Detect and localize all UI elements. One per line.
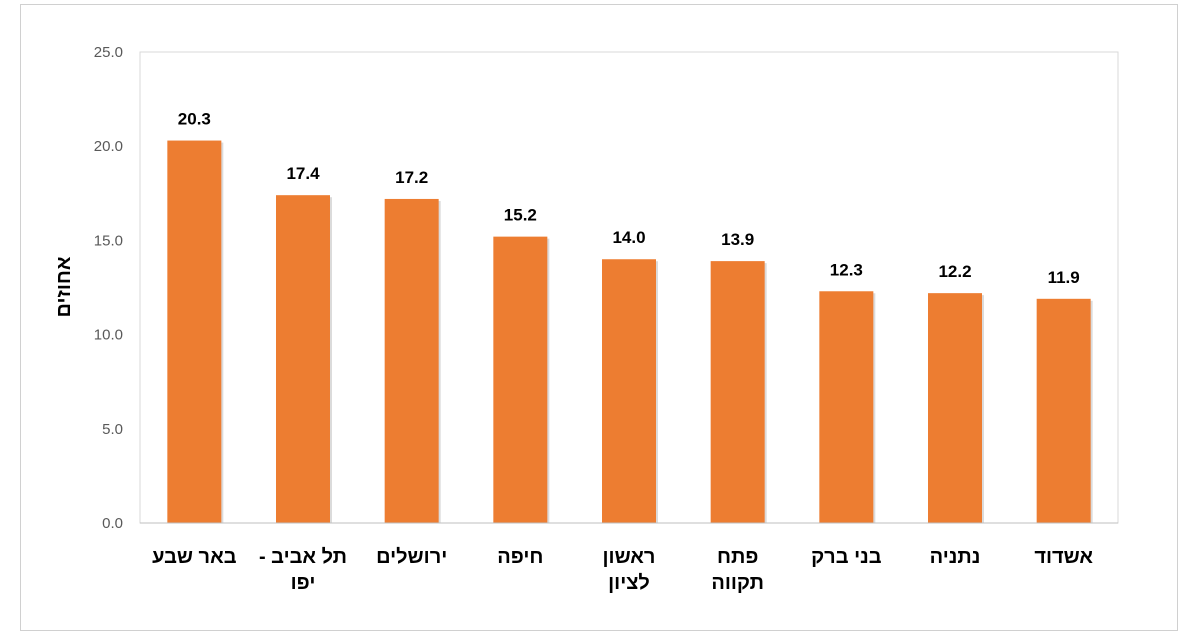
y-tick-label: 25.0	[94, 44, 123, 61]
bar	[602, 259, 656, 523]
data-label: 15.2	[504, 206, 537, 225]
category-label: תל אביב -	[259, 546, 347, 568]
category-label: אשדוד	[1034, 546, 1093, 568]
category-label: פתח	[717, 546, 758, 568]
bar	[167, 140, 222, 523]
y-tick-label: 5.0	[102, 421, 123, 438]
y-tick-label: 10.0	[94, 327, 123, 344]
bar	[276, 195, 330, 523]
bar	[819, 291, 874, 523]
y-tick-label: 15.0	[94, 232, 123, 249]
category-label: באר שבע	[152, 546, 237, 568]
data-label: 13.9	[721, 230, 754, 249]
y-tick-label: 0.0	[102, 515, 123, 532]
category-label: יפו	[291, 572, 316, 594]
data-label: 12.2	[938, 262, 971, 281]
category-label: נתניה	[930, 546, 981, 568]
data-label: 14.0	[612, 228, 645, 247]
category-label: לציון	[608, 572, 650, 594]
bar	[493, 236, 548, 523]
bar	[928, 293, 982, 523]
data-label: 12.3	[830, 260, 863, 279]
bar	[1036, 298, 1091, 523]
category-label: ירושלים	[376, 546, 447, 568]
category-label: חיפה	[497, 546, 543, 568]
data-label: 17.2	[395, 168, 428, 187]
data-label: 17.4	[286, 164, 320, 183]
category-label: תקווה	[711, 572, 764, 594]
data-label: 20.3	[178, 110, 211, 129]
y-axis-title: אחוזים	[53, 256, 75, 317]
bar	[384, 198, 439, 523]
category-label: בני ברק	[811, 546, 882, 568]
category-label: ראשון	[603, 546, 656, 568]
y-tick-label: 20.0	[94, 138, 123, 155]
data-label: 11.9	[1048, 268, 1080, 287]
bar	[710, 261, 765, 523]
